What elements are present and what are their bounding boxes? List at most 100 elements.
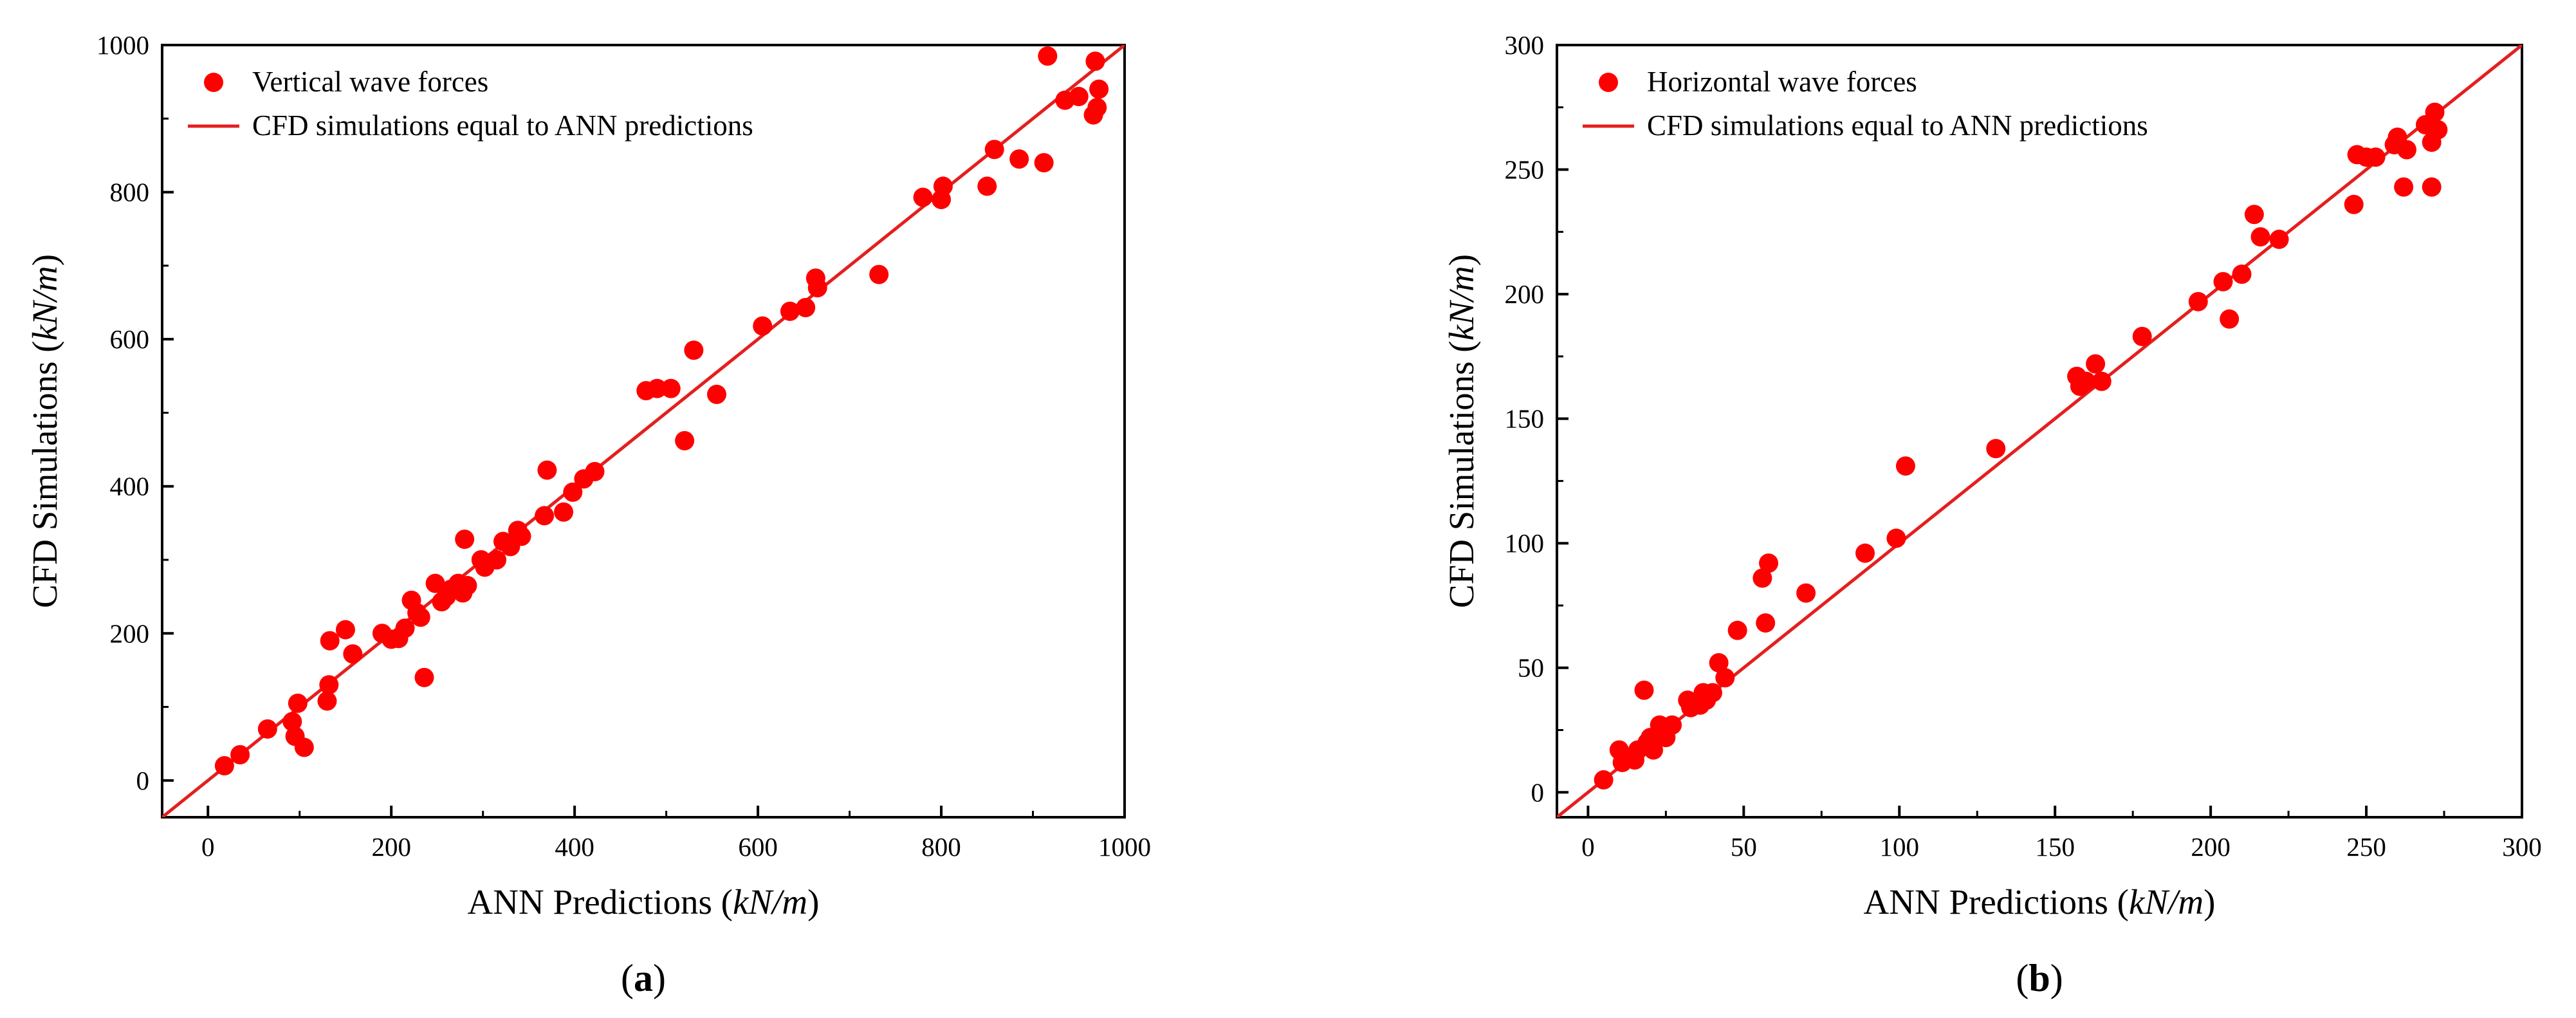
x-tick-label: 100 [1880, 832, 1920, 862]
data-point [913, 187, 933, 207]
legend-label-line: CFD simulations equal to ANN predictions [252, 109, 753, 142]
data-point [1009, 149, 1029, 169]
panel-caption: (a) [621, 957, 666, 999]
data-point [288, 693, 308, 713]
data-point [2344, 194, 2364, 214]
data-point [410, 607, 430, 627]
data-point [2213, 272, 2233, 292]
y-axis-title-main: CFD Simulations ( [1442, 340, 1481, 608]
data-point [2397, 140, 2416, 160]
data-point [487, 550, 507, 569]
data-point [1644, 740, 1663, 760]
data-point [2394, 177, 2414, 197]
data-point [2188, 292, 2208, 311]
data-point [1727, 620, 1747, 640]
data-point [317, 691, 337, 711]
data-point [1855, 543, 1875, 563]
x-axis-title-main: ANN Predictions ( [1864, 882, 2129, 921]
legend-marker [1599, 73, 1618, 92]
data-point [2244, 205, 2264, 225]
data-point [869, 264, 889, 284]
y-axis-title-close: ) [1442, 254, 1481, 266]
x-tick-label: 200 [2191, 832, 2231, 862]
data-point [335, 620, 355, 640]
data-point [1662, 715, 1682, 735]
data-point [2086, 354, 2106, 374]
data-point [753, 316, 773, 336]
data-point [1069, 87, 1089, 106]
data-point [1634, 680, 1654, 700]
y-tick-label: 200 [110, 618, 150, 648]
data-point [675, 430, 695, 450]
x-tick-label: 150 [2035, 832, 2075, 862]
plot-frame [161, 44, 1126, 819]
y-axis-title-unit: kN/m [1442, 266, 1481, 340]
data-point [1886, 528, 1906, 548]
data-point [661, 378, 681, 398]
y-axis-title: CFD Simulations (kN/m) [25, 254, 64, 608]
x-axis-title: ANN Predictions (kN/m) [1864, 882, 2216, 921]
x-tick-label: 300 [2502, 832, 2542, 862]
data-point [1034, 153, 1054, 172]
data-point [1085, 51, 1105, 71]
panel-caption: (b) [2016, 957, 2063, 999]
x-axis-title: ANN Predictions (kN/m) [468, 882, 820, 921]
data-point [984, 140, 1004, 160]
y-tick-label: 100 [1505, 528, 1545, 558]
data-point [1756, 613, 1776, 633]
y-tick-label: 800 [110, 178, 150, 207]
data-point [425, 573, 445, 593]
x-tick-label: 200 [371, 832, 411, 862]
data-point [535, 506, 555, 526]
data-point [214, 756, 234, 775]
data-point [2220, 309, 2240, 329]
plot-frame [1556, 44, 2523, 819]
legend-marker [204, 73, 223, 92]
data-point [2269, 229, 2289, 249]
y-tick-label: 200 [1505, 279, 1545, 309]
x-axis-title-close: ) [807, 882, 819, 921]
data-point [977, 176, 997, 196]
data-point [455, 530, 475, 549]
data-point [2232, 264, 2252, 284]
data-point [537, 460, 557, 480]
y-axis-title: CFD Simulations (kN/m) [1442, 254, 1481, 608]
data-point [2425, 102, 2445, 122]
data-point [282, 712, 302, 732]
data-point [511, 526, 531, 546]
x-tick-label: 800 [921, 832, 961, 862]
y-tick-label: 150 [1505, 404, 1545, 434]
x-tick-label: 1000 [1098, 832, 1151, 862]
x-axis-title-unit: kN/m [733, 882, 807, 921]
data-point [1709, 653, 1729, 672]
x-axis-title-close: ) [2203, 882, 2215, 921]
data-point [2428, 120, 2448, 140]
legend-label-points: Horizontal wave forces [1647, 66, 1917, 98]
data-point [1986, 439, 2006, 459]
x-axis-title-unit: kN/m [2129, 882, 2203, 921]
y-tick-label: 1000 [97, 30, 149, 60]
data-point [414, 667, 434, 687]
data-point [230, 745, 250, 764]
x-tick-label: 0 [1581, 832, 1595, 862]
x-tick-label: 600 [738, 832, 778, 862]
data-point [2092, 371, 2111, 391]
data-point [343, 644, 363, 664]
y-tick-label: 0 [1531, 777, 1545, 807]
data-point [706, 384, 726, 404]
data-point [796, 298, 816, 317]
x-tick-label: 0 [201, 832, 215, 862]
y-axis-title-unit: kN/m [25, 266, 64, 340]
y-axis-title-close: ) [25, 254, 64, 266]
y-tick-label: 400 [110, 472, 150, 501]
data-point [1087, 98, 1107, 118]
y-tick-label: 0 [136, 766, 150, 795]
y-tick-label: 300 [1505, 30, 1545, 60]
panel-caption-letter: a [634, 957, 653, 999]
y-axis-title-main: CFD Simulations ( [25, 340, 64, 608]
data-point [457, 576, 477, 595]
chart-panel-a: 0 200 400 600 800 1000 0 200 400 600 800 1000 Vertic… [25, 30, 1151, 999]
data-point [2422, 177, 2442, 197]
data-point [320, 631, 340, 651]
